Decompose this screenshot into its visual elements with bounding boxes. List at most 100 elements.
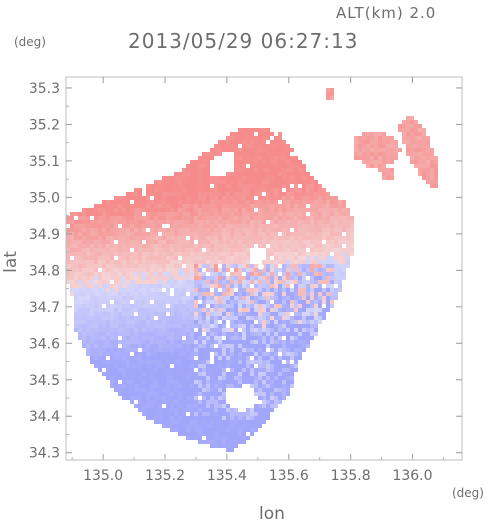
echo-cell: [150, 244, 154, 248]
echo-cell: [254, 164, 258, 168]
echo-cell: [274, 388, 278, 392]
echo-cell: [110, 228, 114, 232]
echo-cell: [330, 300, 334, 304]
echo-cell: [170, 224, 174, 228]
echo-cell: [326, 228, 330, 232]
echo-cell: [246, 228, 250, 232]
echo-cell: [358, 140, 362, 144]
echo-cell: [258, 136, 262, 140]
echo-cell: [262, 408, 266, 412]
echo-cell: [182, 192, 186, 196]
echo-cell: [270, 372, 274, 376]
echo-cell: [214, 444, 218, 448]
echo-cell: [170, 304, 174, 308]
echo-cell: [202, 160, 206, 164]
echo-cell: [298, 236, 302, 240]
echo-cell: [290, 244, 294, 248]
echo-cell: [234, 328, 238, 332]
echo-cell: [158, 316, 162, 320]
echo-cell: [290, 336, 294, 340]
echo-cell: [310, 216, 314, 220]
echo-cell: [186, 268, 190, 272]
echo-cell: [134, 392, 138, 396]
echo-cell: [314, 188, 318, 192]
echo-cell: [218, 224, 222, 228]
echo-cell: [138, 264, 142, 268]
echo-cell: [294, 300, 298, 304]
echo-cell: [142, 340, 146, 344]
echo-cell: [254, 316, 258, 320]
echo-cell: [210, 368, 214, 372]
echo-cell: [270, 260, 274, 264]
echo-cell: [338, 240, 342, 244]
echo-cell: [194, 244, 198, 248]
echo-cell: [102, 292, 106, 296]
echo-cell: [274, 252, 278, 256]
echo-cell: [134, 368, 138, 372]
echo-cell: [150, 192, 154, 196]
echo-cell: [262, 228, 266, 232]
echo-cell: [122, 320, 126, 324]
echo-cell: [274, 400, 278, 404]
echo-cell: [170, 360, 174, 364]
echo-cell: [122, 308, 126, 312]
echo-cell: [250, 380, 254, 384]
echo-cell: [250, 144, 254, 148]
echo-cell: [158, 288, 162, 292]
echo-cell: [126, 196, 130, 200]
echo-cell: [206, 360, 210, 364]
echo-cell: [350, 248, 354, 252]
echo-cell: [238, 128, 242, 132]
echo-cell: [150, 340, 154, 344]
echo-cell: [282, 212, 286, 216]
echo-cell: [322, 292, 326, 296]
echo-cell: [346, 224, 350, 228]
echo-cell: [250, 196, 254, 200]
echo-cell: [190, 408, 194, 412]
echo-cell: [246, 408, 250, 412]
echo-cell: [226, 172, 230, 176]
echo-cell: [102, 208, 106, 212]
echo-cell: [246, 176, 250, 180]
echo-cell: [214, 152, 218, 156]
echo-cell: [302, 188, 306, 192]
echo-cell: [162, 348, 166, 352]
echo-cell: [302, 168, 306, 172]
echo-cell: [302, 244, 306, 248]
echo-cell: [202, 264, 206, 268]
echo-cell: [222, 428, 226, 432]
echo-cell: [174, 336, 178, 340]
echo-cell: [142, 264, 146, 268]
echo-cell: [194, 408, 198, 412]
echo-cell: [250, 128, 254, 132]
echo-cell: [218, 308, 222, 312]
echo-cell: [290, 344, 294, 348]
echo-cell: [222, 296, 226, 300]
echo-cell: [270, 264, 274, 268]
echo-cell: [274, 256, 278, 260]
echo-cell: [342, 256, 346, 260]
echo-cell: [226, 276, 230, 280]
echo-cell: [318, 224, 322, 228]
echo-cell: [154, 376, 158, 380]
echo-cell: [426, 164, 430, 168]
echo-cell: [118, 324, 122, 328]
echo-cell: [78, 320, 82, 324]
echo-cell: [90, 316, 94, 320]
echo-cell: [142, 316, 146, 320]
echo-cell: [294, 352, 298, 356]
echo-cell: [314, 292, 318, 296]
echo-cell: [170, 348, 174, 352]
echo-cell: [214, 300, 218, 304]
echo-cell: [98, 220, 102, 224]
echo-cell: [270, 308, 274, 312]
echo-cell: [394, 152, 398, 156]
echo-cell: [218, 356, 222, 360]
echo-cell: [322, 220, 326, 224]
echo-cell: [310, 284, 314, 288]
echo-cell: [186, 432, 190, 436]
echo-cell: [202, 232, 206, 236]
echo-cell: [134, 276, 138, 280]
echo-cell: [190, 380, 194, 384]
echo-cell: [170, 296, 174, 300]
